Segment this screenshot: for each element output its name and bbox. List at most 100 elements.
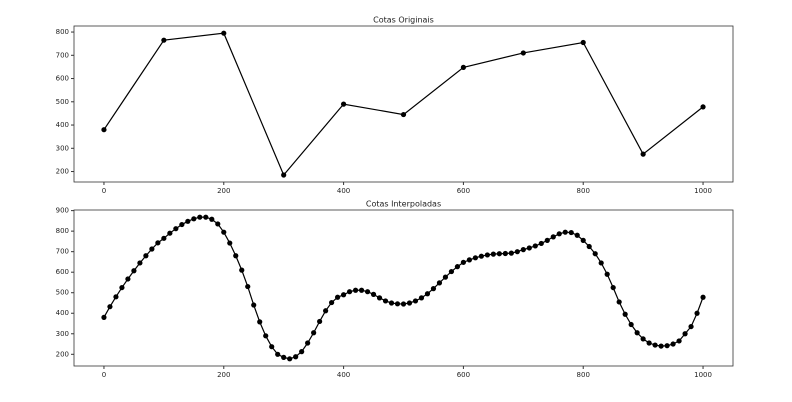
- marker: [179, 221, 185, 228]
- y-tick-label: 700: [56, 51, 69, 59]
- marker: [323, 308, 329, 314]
- marker: [209, 216, 215, 222]
- marker: [346, 289, 353, 295]
- x-tick-label: 200: [217, 371, 230, 379]
- marker: [646, 340, 652, 346]
- marker: [460, 259, 467, 265]
- marker: [406, 300, 413, 306]
- y-tick-label: 800: [56, 28, 69, 36]
- marker: [586, 243, 592, 250]
- marker: [215, 221, 221, 227]
- marker: [700, 104, 706, 110]
- marker: [436, 280, 443, 286]
- marker: [418, 295, 425, 301]
- marker: [143, 253, 149, 259]
- marker: [281, 172, 287, 178]
- plot-area: [73, 25, 734, 183]
- x-tick-label: 0: [102, 371, 106, 379]
- marker: [616, 299, 622, 305]
- marker: [263, 333, 269, 339]
- x-tick-label: 800: [577, 187, 590, 195]
- y-tick-label: 500: [56, 98, 69, 106]
- marker: [239, 267, 245, 273]
- marker: [329, 299, 335, 306]
- marker: [275, 351, 281, 357]
- marker: [305, 340, 311, 346]
- marker: [592, 251, 598, 257]
- marker: [137, 260, 143, 266]
- marker: [622, 311, 628, 317]
- marker: [556, 231, 562, 237]
- y-tick-label: 200: [56, 168, 69, 176]
- marker: [580, 39, 586, 46]
- marker: [269, 344, 275, 350]
- y-tick-label: 300: [56, 144, 69, 152]
- marker: [340, 101, 347, 107]
- marker: [388, 300, 395, 306]
- marker: [400, 301, 407, 307]
- marker: [245, 283, 251, 290]
- marker: [167, 230, 173, 236]
- marker: [520, 247, 526, 253]
- marker: [490, 251, 496, 257]
- marker: [640, 336, 646, 342]
- marker: [484, 252, 490, 258]
- marker: [335, 294, 341, 300]
- marker: [544, 237, 550, 243]
- marker: [502, 250, 508, 257]
- marker: [568, 229, 574, 236]
- marker: [682, 331, 688, 337]
- marker: [203, 214, 209, 220]
- marker: [598, 260, 604, 266]
- marker: [514, 249, 520, 255]
- marker: [382, 298, 389, 304]
- marker: [634, 330, 640, 336]
- marker: [658, 343, 664, 349]
- y-tick-label: 400: [56, 121, 69, 129]
- marker: [532, 243, 538, 249]
- marker: [197, 214, 203, 220]
- x-tick-label: 400: [337, 371, 350, 379]
- chart-title: Cotas Originais: [373, 16, 434, 25]
- marker: [652, 342, 658, 348]
- marker: [161, 37, 167, 43]
- marker: [466, 257, 472, 263]
- marker: [700, 294, 706, 300]
- marker: [526, 245, 532, 251]
- marker: [352, 287, 359, 293]
- x-tick-label: 800: [577, 371, 590, 379]
- y-tick-label: 300: [56, 330, 69, 338]
- marker: [101, 127, 107, 133]
- marker: [442, 274, 449, 280]
- x-tick-label: 200: [217, 187, 230, 195]
- marker: [119, 284, 125, 291]
- marker: [472, 255, 478, 261]
- marker: [358, 287, 365, 293]
- marker: [131, 268, 137, 274]
- x-tick-label: 0: [102, 187, 106, 195]
- x-tick-label: 600: [457, 371, 470, 379]
- y-tick-label: 800: [56, 227, 69, 235]
- marker: [125, 276, 131, 282]
- marker: [233, 253, 239, 259]
- marker: [604, 271, 610, 277]
- marker: [430, 286, 437, 292]
- marker: [251, 302, 257, 308]
- marker: [149, 246, 155, 252]
- marker: [113, 294, 119, 300]
- marker: [628, 321, 634, 328]
- marker: [107, 304, 113, 310]
- x-tick-label: 600: [457, 187, 470, 195]
- marker: [221, 229, 227, 235]
- marker: [161, 235, 167, 241]
- marker: [688, 323, 694, 330]
- marker: [520, 50, 526, 56]
- marker: [370, 291, 377, 297]
- marker: [580, 237, 586, 243]
- marker: [676, 338, 682, 344]
- chart-title: Cotas Interpoladas: [366, 200, 441, 209]
- marker: [221, 30, 227, 36]
- marker: [424, 291, 431, 297]
- y-tick-label: 900: [56, 207, 69, 215]
